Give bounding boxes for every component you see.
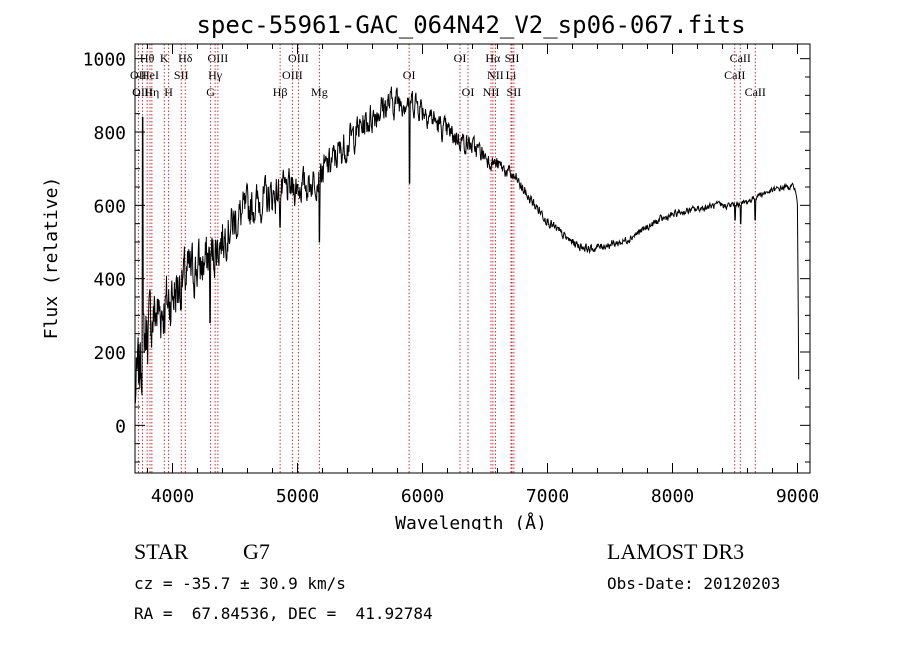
- line-marker-label: CaII: [730, 51, 751, 65]
- line-marker-label: NII: [487, 68, 504, 82]
- line-marker-label: Hβ: [273, 85, 288, 99]
- line-marker-label: H: [164, 85, 173, 99]
- plot-frame: [134, 43, 811, 474]
- x-tick-label: 9000: [776, 486, 819, 507]
- line-marker-label: Li: [506, 68, 517, 82]
- redshift-value: cz = -35.7 ± 30.9 km/s: [134, 574, 346, 593]
- line-marker-label: SII: [174, 68, 189, 82]
- y-axis-label: Flux (relative): [41, 177, 62, 340]
- y-tick-label: 600: [93, 196, 126, 217]
- line-marker-label: OII: [130, 68, 147, 82]
- line-marker-label: Hθ: [140, 51, 155, 65]
- survey-name: LAMOST DR3: [607, 539, 745, 564]
- line-marker-label: CaII: [745, 85, 766, 99]
- y-axis: 0 200 400 600 800 1000: [83, 50, 810, 463]
- line-marker-label: OIII: [282, 68, 303, 82]
- line-marker-label: Hη: [144, 85, 159, 99]
- line-marker-label: OI: [454, 51, 467, 65]
- y-tick-label: 1000: [83, 50, 126, 71]
- line-marker-label: SII: [505, 51, 520, 65]
- x-tick-label: 6000: [401, 486, 444, 507]
- line-marker-label: HeI: [141, 68, 159, 82]
- line-marker-label: OI: [462, 85, 475, 99]
- line-marker-label: G: [206, 85, 215, 99]
- x-tick-label: 7000: [526, 486, 569, 507]
- y-tick-label: 0: [115, 416, 126, 437]
- chart-title: spec-55961-GAC_064N42_V2_sp06-067.fits: [196, 11, 745, 39]
- line-marker-label: NII: [483, 85, 500, 99]
- x-tick-label: 4000: [151, 486, 194, 507]
- y-tick-label: 400: [93, 270, 126, 291]
- object-class: STAR: [134, 539, 189, 564]
- x-axis-label: Wavelength (Å): [395, 512, 547, 530]
- y-tick-label: 200: [93, 343, 126, 364]
- line-marker-label: Mg: [311, 85, 328, 99]
- spectrum-line: [134, 86, 800, 404]
- line-markers: [137, 44, 756, 473]
- coordinates: RA = 67.84536, DEC = 41.92784: [134, 604, 433, 623]
- spectrum-chart: spec-55961-GAC_064N42_V2_sp06-067.fits H…: [41, 11, 819, 534]
- line-marker-label: CaII: [724, 68, 745, 82]
- line-marker-label: Hγ: [208, 68, 223, 82]
- object-subclass: G7: [243, 539, 270, 564]
- line-marker-label: OIII: [288, 51, 309, 65]
- y-tick-label: 800: [93, 123, 126, 144]
- x-tick-label: 8000: [651, 486, 694, 507]
- x-tick-label: 5000: [276, 486, 319, 507]
- observation-date: Obs-Date: 20120203: [607, 574, 781, 593]
- line-marker-label: Hα: [485, 51, 501, 65]
- x-axis: 4000 5000 6000 7000 8000 9000: [147, 44, 819, 507]
- line-marker-label: K: [160, 51, 169, 65]
- line-marker-label: Hδ: [178, 51, 193, 65]
- line-marker-label: OI: [403, 68, 416, 82]
- line-marker-label: SII: [507, 85, 522, 99]
- line-marker-label: OIII: [208, 51, 229, 65]
